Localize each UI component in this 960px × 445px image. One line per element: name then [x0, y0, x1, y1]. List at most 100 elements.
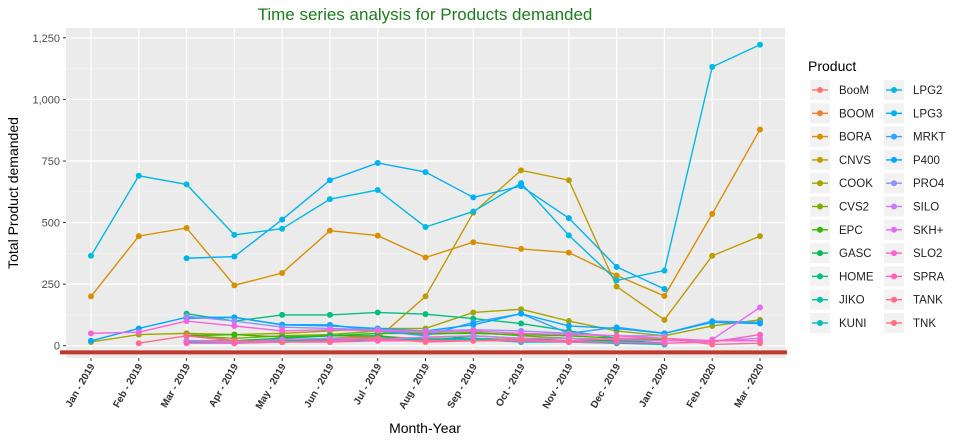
- legend-key-point: [891, 110, 897, 117]
- legend-label: KUNI: [839, 318, 866, 330]
- data-point: [470, 332, 477, 339]
- legend-key-point: [817, 87, 823, 93]
- legend-key-point: [817, 203, 823, 210]
- series-bora: [88, 126, 763, 300]
- legend-item: KUNI: [810, 313, 866, 333]
- data-point: [661, 335, 668, 342]
- legend-key-point: [817, 273, 823, 280]
- series-tank: [135, 332, 763, 348]
- y-tick-label: 500: [42, 218, 60, 230]
- data-point: [279, 327, 286, 334]
- legend-label: TANK: [913, 295, 943, 307]
- legend-item: BOOM: [810, 103, 874, 124]
- data-point: [374, 335, 381, 342]
- legend-key-point: [891, 273, 897, 280]
- data-point: [565, 331, 572, 338]
- data-point: [326, 337, 333, 344]
- data-point: [757, 41, 763, 48]
- data-point: [135, 233, 142, 240]
- legend-label: CVS2: [839, 202, 869, 214]
- legend-item: SKH+: [884, 219, 944, 240]
- legend-label: GASC: [839, 248, 872, 260]
- legend-item: SILO: [884, 196, 939, 217]
- data-point: [470, 327, 477, 334]
- series-line: [711, 306, 761, 341]
- legend-key-point: [817, 133, 823, 140]
- data-point: [470, 194, 477, 201]
- legend-item: PRO4: [884, 173, 945, 194]
- legend-item: JIKO: [810, 289, 865, 310]
- data-point: [709, 252, 716, 259]
- data-point: [231, 253, 238, 260]
- legend: Product BooM BOOM BORA CNVS COOK CVS2 EPC GASC H…: [808, 58, 946, 333]
- data-point: [613, 272, 620, 279]
- data-point: [518, 310, 525, 317]
- x-tick-label: Mar - 2019: [159, 362, 193, 410]
- data-point: [709, 319, 716, 326]
- data-point: [613, 263, 620, 270]
- x-tick-label: Jan - 2020: [637, 362, 671, 410]
- data-point: [470, 337, 477, 344]
- x-axis-title: Month-Year: [389, 420, 461, 436]
- legend-key-point: [817, 250, 823, 257]
- data-point: [374, 309, 381, 316]
- legend-item: CVS2: [810, 196, 869, 217]
- data-point: [518, 320, 525, 327]
- data-point: [88, 293, 94, 300]
- y-axis-title: Total Product demanded: [5, 117, 21, 269]
- data-point: [565, 249, 572, 256]
- data-point: [422, 338, 429, 345]
- data-point: [757, 331, 763, 338]
- data-point: [88, 330, 94, 337]
- chart-title: Time series analysis for Products demand…: [258, 5, 593, 24]
- legend-label: JIKO: [839, 295, 865, 307]
- legend-label: BORA: [839, 132, 872, 144]
- data-point: [326, 227, 333, 234]
- series-lpg3: [183, 159, 668, 293]
- data-point: [709, 210, 716, 217]
- data-point: [183, 318, 190, 325]
- legend-label: HOME: [839, 271, 874, 283]
- legend-label: LPG2: [913, 85, 942, 97]
- legend-key-point: [891, 226, 897, 233]
- data-point: [757, 340, 763, 347]
- data-point: [374, 187, 381, 194]
- data-point: [422, 223, 429, 230]
- data-point: [565, 232, 572, 239]
- data-point: [422, 293, 429, 300]
- data-point: [422, 311, 429, 318]
- data-point: [518, 336, 525, 343]
- data-point: [422, 329, 429, 336]
- legend-item: BORA: [810, 126, 872, 147]
- data-point: [470, 321, 477, 328]
- legend-item: SLO2: [884, 243, 942, 264]
- x-tick-label: Nov - 2019: [541, 362, 576, 411]
- legend-item: HOME: [810, 266, 874, 287]
- data-point: [470, 309, 477, 316]
- data-point: [183, 332, 190, 339]
- legend-key-point: [891, 180, 897, 187]
- y-tick-label: 0: [54, 341, 60, 353]
- legend-key-point: [817, 156, 823, 163]
- data-point: [183, 313, 190, 320]
- legend-key-point: [891, 250, 897, 257]
- data-point: [88, 252, 94, 259]
- legend-item: SPRA: [884, 266, 945, 287]
- legend-key-point: [891, 203, 897, 210]
- data-point: [279, 225, 286, 232]
- data-point: [757, 320, 763, 327]
- data-point: [661, 286, 668, 293]
- data-point: [757, 304, 763, 311]
- data-point: [518, 330, 525, 337]
- legend-item: COOK: [810, 173, 873, 194]
- data-point: [470, 208, 477, 215]
- legend-label: BOOM: [839, 108, 874, 120]
- y-tick-label: 1,250: [32, 33, 60, 45]
- series-layer: [88, 41, 763, 348]
- legend-item: GASC: [810, 243, 872, 264]
- data-point: [709, 341, 716, 348]
- legend-key-point: [891, 296, 897, 303]
- legend-label: MRKT: [913, 132, 946, 144]
- data-point: [231, 282, 238, 289]
